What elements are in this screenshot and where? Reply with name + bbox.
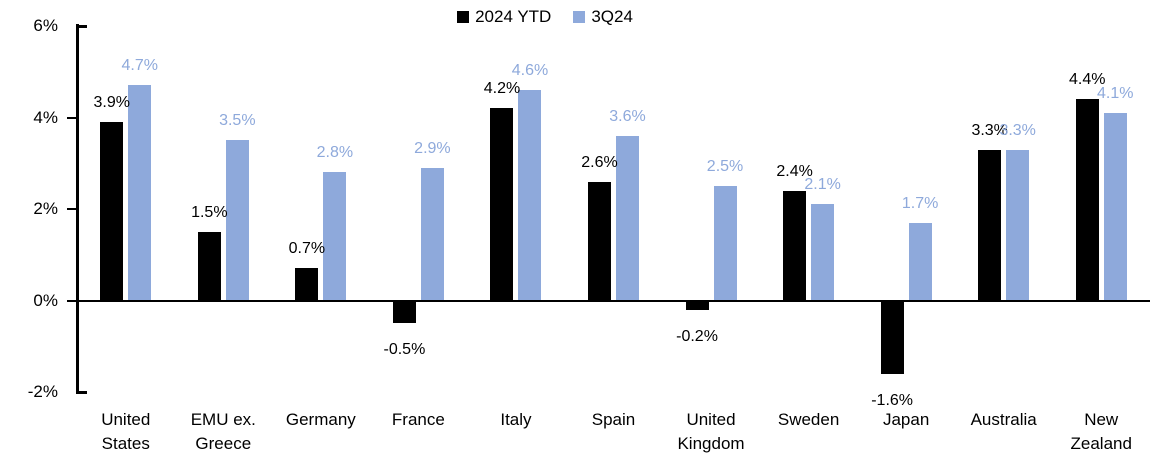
value-label-3q24-spain: 3.6%	[609, 107, 646, 125]
y-tick-4	[67, 116, 76, 119]
bar-3q24-emu-ex-greece	[225, 140, 249, 301]
value-label-2024-ytd-spain: 2.6%	[581, 153, 618, 171]
bar-3q24-australia	[1006, 149, 1030, 301]
legend-item-3q24: 3Q24	[573, 8, 633, 25]
bar-2024-ytd-united-states	[100, 122, 124, 301]
bar-2024-ytd-australia	[978, 149, 1002, 301]
axis-label-sweden: Sweden	[777, 410, 840, 429]
bar-3q24-united-states	[128, 85, 152, 301]
y-axis	[76, 24, 79, 394]
value-label-3q24-emu-ex-greece: 3.5%	[219, 112, 256, 130]
bar-2024-ytd-germany	[295, 268, 319, 301]
value-label-3q24-australia: 3.3%	[999, 121, 1036, 139]
bar-3q24-germany	[323, 172, 347, 301]
value-label-2024-ytd-sweden: 2.4%	[776, 162, 813, 180]
axis-label-australia: Australia	[970, 410, 1037, 429]
legend-label-3q24: 3Q24	[591, 7, 633, 26]
value-label-3q24-germany: 2.8%	[316, 144, 354, 162]
bar-3q24-new-zealand	[1103, 112, 1127, 301]
y-tick-2	[67, 208, 76, 210]
y-tick-label-2: -2%	[27, 382, 58, 401]
value-label-3q24-united-kingdom: 2.5%	[706, 158, 744, 176]
y-tick-label-6: 6%	[33, 16, 58, 35]
value-label-2024-ytd-new-zealand: 4.4%	[1068, 71, 1106, 89]
axis-label-spain: Spain	[591, 410, 636, 429]
bar-2024-ytd-new-zealand	[1075, 99, 1099, 301]
value-label-2024-ytd-italy: 4.2%	[483, 80, 521, 98]
y-tick-cap-2	[76, 390, 87, 394]
value-label-2024-ytd-france: -0.5%	[383, 341, 426, 359]
bar-2024-ytd-sweden	[783, 190, 807, 301]
y-tick-label-4: 4%	[33, 107, 58, 127]
value-label-2024-ytd-japan: -1.6%	[871, 391, 914, 409]
x-axis-zero-line	[76, 299, 1150, 302]
value-label-3q24-united-states: 4.7%	[121, 57, 158, 75]
y-tick-cap-6	[76, 24, 87, 28]
legend-swatch-3q24	[573, 10, 586, 23]
axis-label-new-zealand: New Zealand	[1070, 410, 1132, 453]
axis-label-japan: Japan	[882, 410, 930, 429]
value-label-2024-ytd-emu-ex-greece: 1.5%	[191, 203, 228, 221]
y-tick-0	[67, 299, 76, 302]
y-tick-label-0: 0%	[33, 290, 58, 310]
bar-2024-ytd-japan	[880, 300, 904, 374]
bar-2024-ytd-france	[392, 300, 416, 324]
value-label-3q24-italy: 4.6%	[511, 62, 549, 80]
bar-3q24-italy	[518, 90, 542, 301]
bar-3q24-spain	[616, 135, 639, 301]
bar-3q24-japan	[908, 222, 932, 301]
axis-label-france: France	[391, 410, 445, 429]
bar-3q24-united-kingdom	[713, 186, 737, 301]
value-label-2024-ytd-germany: 0.7%	[288, 240, 326, 258]
bar-3q24-sweden	[811, 204, 835, 301]
axis-label-italy: Italy	[500, 410, 532, 429]
axis-label-emu-ex-greece: EMU ex. Greece	[190, 410, 256, 453]
bar-2024-ytd-spain	[588, 181, 611, 301]
bar-3q24-france	[420, 167, 444, 301]
axis-label-united-kingdom: United Kingdom	[677, 410, 745, 453]
bar-2024-ytd-emu-ex-greece	[197, 231, 221, 301]
axis-label-united-states: United States	[101, 410, 151, 453]
value-label-3q24-japan: 1.7%	[901, 194, 939, 212]
value-label-2024-ytd-australia: 3.3%	[971, 121, 1008, 139]
axis-label-germany: Germany	[285, 410, 356, 429]
legend-label-2024-ytd: 2024 YTD	[475, 7, 552, 26]
value-label-2024-ytd-united-states: 3.9%	[93, 94, 130, 112]
value-label-3q24-sweden: 2.1%	[804, 176, 841, 194]
legend-item-2024-ytd: 2024 YTD	[457, 8, 551, 25]
legend-swatch-2024-ytd	[457, 10, 470, 23]
value-label-3q24-france: 2.9%	[414, 139, 451, 157]
chart-legend: 2024 YTD 3Q24	[0, 8, 1090, 25]
value-label-2024-ytd-united-kingdom: -0.2%	[676, 327, 718, 345]
value-label-3q24-new-zealand: 4.1%	[1096, 84, 1134, 102]
bar-2024-ytd-united-kingdom	[685, 300, 709, 310]
y-tick-label-2: 2%	[33, 199, 58, 218]
bar-2024-ytd-italy	[490, 108, 514, 301]
